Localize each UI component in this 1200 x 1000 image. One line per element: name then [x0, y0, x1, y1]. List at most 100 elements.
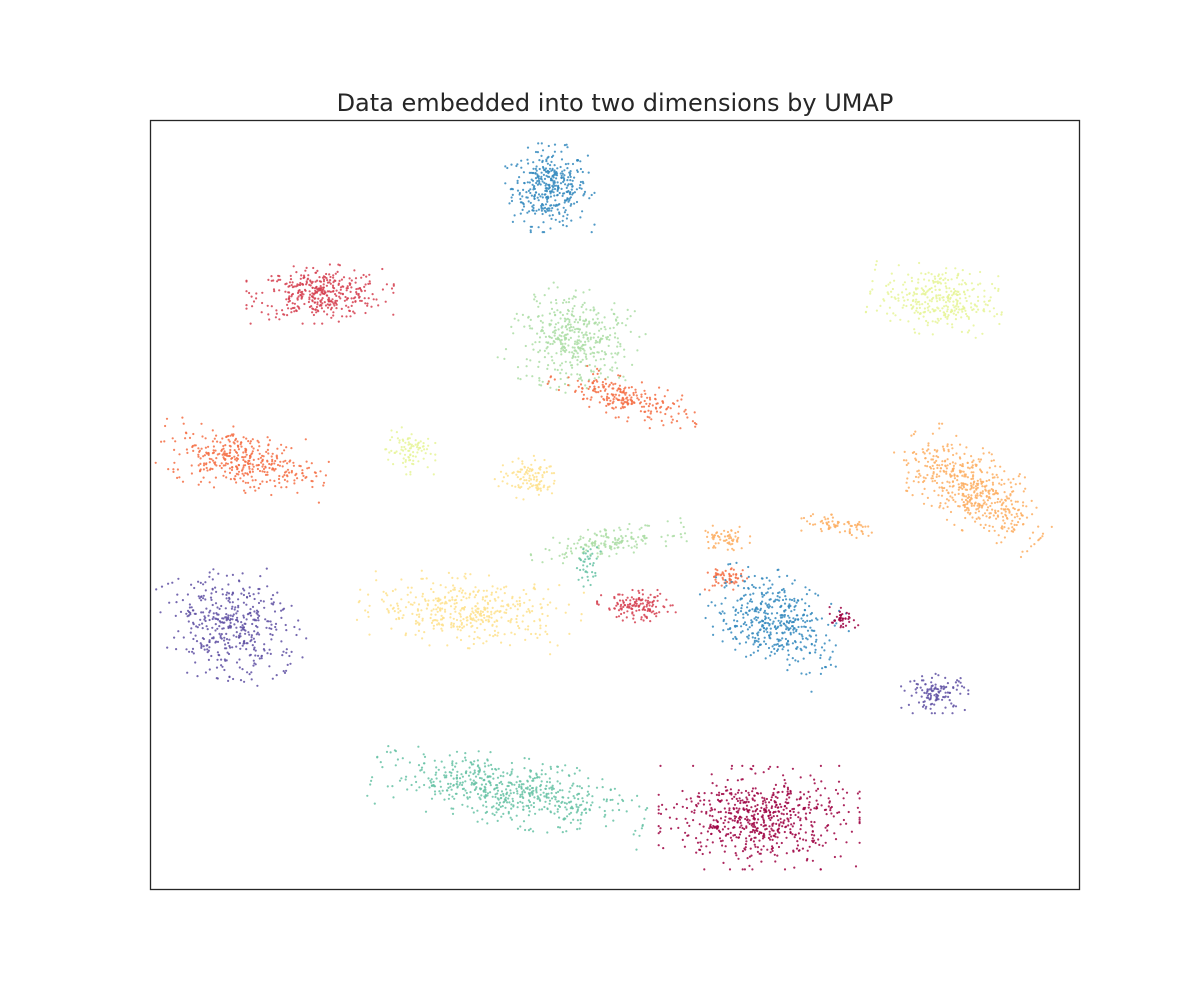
data-point — [554, 329, 557, 332]
data-point — [536, 196, 539, 199]
data-point — [231, 646, 234, 649]
data-point — [489, 784, 492, 787]
data-point — [509, 792, 512, 795]
data-point — [414, 619, 418, 623]
data-point — [561, 194, 564, 197]
data-point — [311, 480, 314, 483]
data-point — [647, 405, 651, 408]
data-point — [535, 791, 538, 794]
data-point — [317, 501, 320, 504]
data-point — [625, 397, 628, 400]
data-point — [241, 644, 244, 647]
data-point — [604, 353, 607, 356]
data-point — [265, 626, 268, 629]
data-point — [934, 320, 937, 323]
data-point — [582, 552, 585, 555]
data-point — [654, 398, 657, 401]
data-point — [928, 305, 931, 308]
data-point — [607, 385, 610, 388]
data-point — [978, 503, 981, 506]
data-point — [568, 813, 571, 816]
data-point — [485, 640, 488, 643]
data-point — [289, 278, 293, 281]
data-point — [624, 379, 627, 382]
data-point — [529, 188, 532, 191]
data-point — [861, 525, 864, 529]
data-point — [557, 826, 560, 829]
data-point — [390, 449, 393, 452]
data-point — [420, 577, 423, 580]
data-point — [856, 528, 859, 531]
data-point — [605, 338, 609, 341]
data-point — [280, 443, 283, 446]
data-point — [367, 593, 370, 596]
data-point — [622, 389, 625, 392]
data-point — [481, 596, 485, 599]
data-point — [326, 281, 330, 284]
data-point — [616, 316, 619, 319]
data-point — [434, 604, 437, 607]
data-point — [531, 559, 534, 562]
data-point — [549, 653, 552, 656]
data-point — [576, 321, 580, 324]
data-point — [261, 301, 264, 305]
data-point — [192, 432, 195, 436]
data-point — [569, 329, 572, 332]
data-point — [1003, 536, 1007, 539]
data-point — [952, 304, 955, 307]
data-point — [258, 587, 261, 591]
data-point — [649, 398, 652, 401]
data-point — [981, 480, 984, 483]
data-point — [964, 509, 967, 512]
data-point — [632, 833, 635, 836]
data-point — [296, 284, 299, 287]
data-point — [570, 203, 573, 206]
data-point — [412, 445, 415, 448]
data-point — [528, 470, 531, 473]
data-point — [569, 821, 573, 824]
data-point — [466, 796, 469, 799]
data-point — [653, 596, 656, 599]
data-point — [404, 459, 407, 462]
data-point — [251, 463, 254, 466]
data-point — [538, 633, 542, 636]
data-point — [754, 636, 757, 640]
data-point — [268, 648, 271, 651]
data-point — [360, 299, 363, 302]
data-point — [288, 460, 291, 463]
data-point — [483, 607, 487, 610]
data-point — [248, 465, 251, 468]
data-point — [281, 309, 284, 312]
data-point — [395, 618, 398, 621]
data-point — [580, 813, 583, 816]
data-point — [221, 437, 224, 440]
data-point — [537, 796, 540, 799]
data-point — [202, 645, 205, 648]
data-point — [208, 461, 211, 464]
data-point — [432, 590, 435, 594]
data-point — [647, 409, 650, 412]
data-point — [479, 623, 482, 626]
data-point — [551, 184, 554, 188]
data-point — [508, 202, 511, 205]
data-point — [231, 456, 234, 460]
data-point — [1001, 515, 1005, 518]
data-point — [997, 534, 1000, 537]
data-point — [591, 564, 595, 567]
data-point — [303, 288, 307, 291]
data-point — [547, 380, 550, 383]
data-point — [453, 797, 456, 800]
data-point — [425, 448, 429, 451]
data-point — [551, 188, 554, 191]
data-point — [548, 777, 551, 780]
data-point — [224, 464, 227, 467]
data-point — [666, 534, 669, 537]
data-point — [565, 143, 568, 146]
data-point — [545, 784, 548, 788]
data-point — [507, 812, 510, 815]
data-point — [737, 584, 740, 587]
data-point — [890, 272, 893, 275]
data-point — [541, 149, 545, 152]
data-point — [950, 443, 953, 446]
data-point — [922, 315, 925, 318]
